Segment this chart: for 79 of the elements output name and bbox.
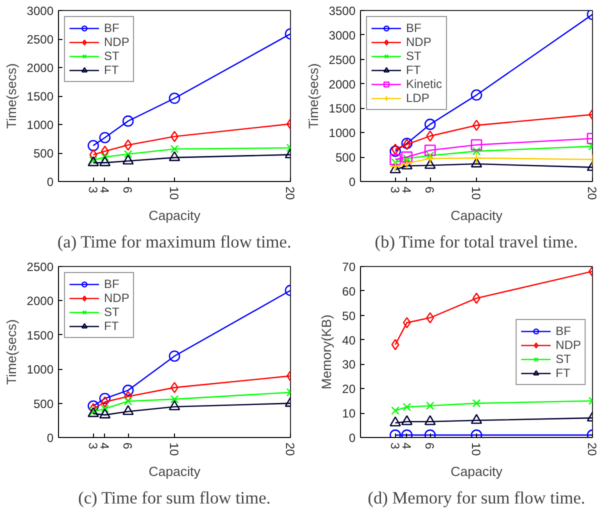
y-tick-label: 30: [342, 358, 356, 372]
x-tick-label: 20: [585, 442, 599, 456]
legend-label: NDP: [104, 35, 130, 49]
legend-label: ST: [406, 49, 422, 63]
x-axis-title: Capacity: [450, 464, 503, 479]
legend-label: ST: [556, 352, 572, 366]
x-tick-label: 3: [388, 442, 402, 450]
x-tick-label: 6: [120, 186, 135, 194]
x-tick-label: 10: [167, 186, 181, 200]
y-tick-label: 500: [33, 146, 54, 160]
legend-label: BF: [104, 21, 120, 35]
y-tick-label: 0: [46, 175, 54, 189]
y-tick-label: 70: [342, 260, 356, 274]
y-tick-label: 50: [342, 308, 356, 323]
text: (d) Memory for sum flow time.: [368, 488, 586, 508]
legend-label: NDP: [104, 291, 130, 305]
y-tick-label: 2500: [26, 32, 54, 46]
y-tick-label: 1000: [26, 118, 54, 132]
y-tick-label: 2500: [328, 52, 356, 67]
x-tick-label: 4: [399, 186, 414, 194]
x-tick-label: 20: [283, 186, 297, 200]
legend-label: LDP: [406, 91, 430, 105]
x-axis-title: Capacity: [148, 464, 201, 479]
legend-label: NDP: [556, 338, 581, 352]
y-tick-label: 3000: [26, 4, 54, 18]
legend-label: Kinetic: [406, 77, 442, 91]
y-axis-title: Time(secs): [4, 63, 19, 129]
legend-label: NDP: [406, 35, 432, 49]
y-tick-label: 1500: [26, 90, 54, 104]
y-axis-title: Time(secs): [4, 319, 19, 385]
x-tick-label: 6: [120, 442, 135, 450]
y-tick-label: 1000: [328, 126, 356, 140]
x-tick-label: 4: [399, 442, 414, 450]
y-tick-label: 60: [342, 284, 356, 298]
y-tick-label: 40: [342, 333, 356, 348]
y-tick-label: 2000: [26, 61, 54, 75]
y-tick-label: 20: [342, 382, 356, 396]
y-tick-label: 500: [335, 150, 356, 165]
legend-label: ST: [104, 49, 120, 63]
text: (c) Time for sum flow time.: [78, 488, 271, 508]
x-axis-title: Capacity: [450, 208, 503, 223]
x-tick-label: 10: [469, 442, 483, 456]
y-tick-label: 0: [348, 431, 356, 445]
y-tick-label: 10: [342, 406, 356, 421]
y-tick-label: 2500: [26, 260, 54, 274]
x-tick-label: 6: [422, 186, 437, 194]
legend-label: BF: [406, 21, 422, 35]
legend-label: FT: [556, 366, 572, 380]
y-tick-label: 3500: [328, 4, 356, 18]
y-tick-label: 3000: [328, 28, 356, 42]
text: (b) Time for total travel time.: [374, 232, 578, 252]
x-tick-label: 6: [422, 442, 437, 450]
x-tick-label: 20: [585, 186, 599, 200]
x-tick-label: 10: [167, 442, 181, 456]
x-tick-label: 3: [86, 186, 100, 194]
y-tick-label: 2000: [328, 77, 356, 92]
x-tick-label: 3: [388, 186, 402, 194]
legend-label: ST: [104, 305, 120, 319]
y-tick-label: 2000: [26, 294, 54, 308]
x-tick-label: 20: [283, 442, 297, 456]
y-tick-label: 0: [46, 431, 54, 445]
y-tick-label: 0: [348, 175, 356, 189]
y-tick-label: 500: [33, 396, 54, 411]
y-tick-label: 1500: [328, 102, 356, 116]
y-tick-label: 1000: [26, 362, 54, 377]
text: (a) Time for maximum flow time.: [57, 232, 292, 252]
legend-label: FT: [104, 319, 120, 333]
legend-label: FT: [406, 63, 422, 77]
x-tick-label: 10: [469, 186, 483, 200]
y-axis-title: Time(secs): [306, 63, 321, 129]
y-axis-title: Memory(KB): [319, 314, 334, 390]
x-tick-label: 4: [97, 442, 112, 450]
x-tick-label: 4: [97, 186, 112, 194]
legend-label: BF: [104, 277, 120, 291]
legend-label: FT: [104, 63, 120, 77]
x-axis-title: Capacity: [148, 208, 201, 223]
y-tick-label: 1500: [26, 328, 54, 342]
x-tick-label: 3: [86, 442, 100, 450]
legend-label: BF: [556, 324, 572, 338]
